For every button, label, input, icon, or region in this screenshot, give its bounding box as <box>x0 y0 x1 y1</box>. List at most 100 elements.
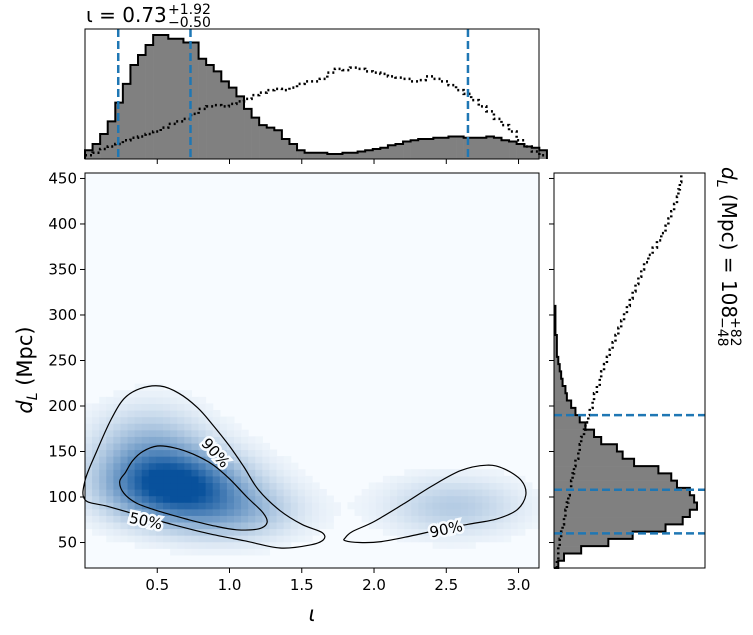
right-hist-bar <box>554 480 677 489</box>
density-cell <box>255 456 263 464</box>
density-cell <box>92 436 100 444</box>
density-cell <box>233 502 242 510</box>
density-cell <box>134 383 143 391</box>
top-hist-bar <box>122 83 131 159</box>
density-cell <box>127 429 136 437</box>
density-cell <box>304 521 313 530</box>
density-cell <box>262 548 271 556</box>
density-cell <box>155 489 164 497</box>
density-cell <box>170 495 178 503</box>
density-cell <box>85 508 93 516</box>
density-cell <box>141 515 150 523</box>
density-cell <box>453 495 462 503</box>
density-cell <box>141 482 150 490</box>
density-cell <box>368 508 377 516</box>
density-cell <box>304 495 313 503</box>
density-cell <box>163 456 171 464</box>
top-hist-bar <box>289 143 298 159</box>
density-cell <box>496 515 505 523</box>
density-cell <box>304 475 313 484</box>
density-cell <box>155 383 164 391</box>
density-cell <box>170 508 178 516</box>
top-hist-bar <box>228 87 237 159</box>
top-hist-bar <box>183 42 192 159</box>
density-cell <box>269 541 278 549</box>
density-cell <box>248 535 256 543</box>
density-cell <box>283 508 292 516</box>
density-cell <box>177 396 185 405</box>
density-cell <box>475 495 483 503</box>
density-cell <box>531 495 540 503</box>
density-cell <box>106 462 114 470</box>
density-cell <box>390 495 398 503</box>
density-cell <box>184 515 192 523</box>
density-cell <box>524 482 533 490</box>
density-cell <box>517 528 526 536</box>
density-cell <box>92 423 100 431</box>
density-cell <box>283 456 292 464</box>
density-cell <box>219 436 228 444</box>
density-cell <box>418 482 427 490</box>
density-cell <box>184 548 192 556</box>
density-cell <box>446 469 455 477</box>
density-cell <box>170 462 178 470</box>
density-cell <box>92 528 100 536</box>
density-cell <box>177 403 185 411</box>
density-cell <box>368 489 377 497</box>
density-cell <box>85 515 93 523</box>
density-cell <box>184 495 192 503</box>
density-cell <box>148 449 157 457</box>
density-cell <box>446 489 455 497</box>
density-cell <box>191 535 200 543</box>
density-cell <box>163 462 171 470</box>
density-cell <box>382 489 391 497</box>
density-cell <box>184 489 192 497</box>
density-cell <box>106 482 114 490</box>
density-cell <box>503 515 512 523</box>
right-prior-line <box>555 174 683 568</box>
density-cell <box>255 548 263 556</box>
density-cell <box>170 423 178 431</box>
density-cell <box>177 508 185 516</box>
density-cell <box>390 502 398 510</box>
density-cell <box>297 515 306 523</box>
density-cell <box>453 521 462 530</box>
density-cell <box>290 521 299 530</box>
top-hist-bar <box>130 65 139 159</box>
density-cell <box>212 489 221 497</box>
density-cell <box>297 535 306 543</box>
density-cell <box>404 535 412 543</box>
density-cell <box>184 541 192 549</box>
density-cell <box>468 489 476 497</box>
density-cell <box>212 442 221 451</box>
density-cell <box>226 489 235 497</box>
density-cell <box>141 449 150 457</box>
top-hist-bar <box>85 150 93 159</box>
right-hist-bar <box>554 546 582 554</box>
density-cell <box>432 502 441 510</box>
x-tick-label: 2.0 <box>362 576 386 594</box>
density-cell <box>255 535 263 543</box>
density-cell <box>226 462 235 470</box>
density-cell <box>397 489 405 497</box>
density-cell <box>326 502 334 510</box>
density-cell <box>85 462 93 470</box>
density-cell <box>496 521 505 530</box>
density-cell <box>226 482 235 490</box>
density-cell <box>226 449 235 457</box>
density-cell <box>177 489 185 497</box>
top-panel-frame <box>84 28 540 160</box>
density-cell <box>475 482 483 490</box>
density-cell <box>453 489 462 497</box>
density-cell <box>468 528 476 536</box>
density-cell <box>148 462 157 470</box>
density-cell <box>120 482 129 490</box>
density-cell <box>361 495 370 503</box>
density-cell <box>439 521 448 530</box>
svg-text:dL (Mpc) = 108: dL (Mpc) = 108 <box>713 167 741 318</box>
density-cell <box>127 528 136 536</box>
density-cell <box>482 528 490 536</box>
density-cell <box>241 462 249 470</box>
density-cell <box>113 436 122 444</box>
